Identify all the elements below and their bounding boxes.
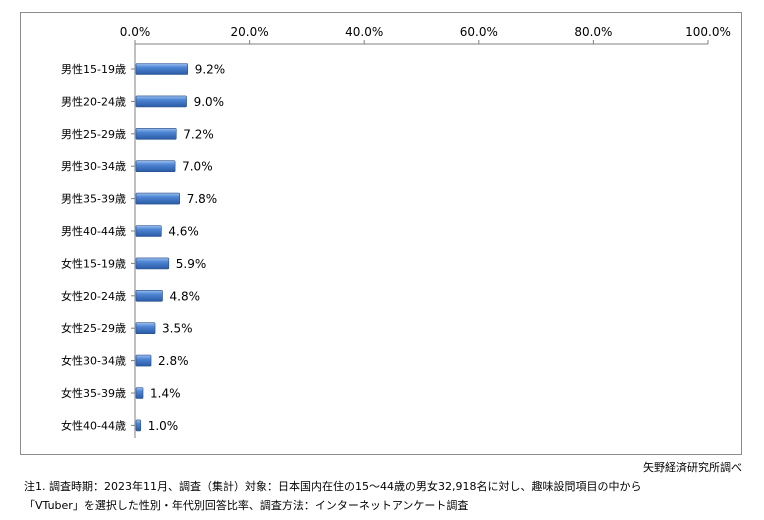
data-label: 7.0%: [182, 160, 213, 174]
x-tick-label: 20.0%: [231, 25, 269, 39]
source-note: 矢野経済研究所調べ: [643, 461, 742, 474]
bar: [135, 354, 152, 367]
category-label: 女性20-24歳: [61, 289, 126, 303]
x-tick-label: 80.0%: [574, 25, 612, 39]
bar: [135, 387, 144, 399]
category-label: 男性35-39歳: [61, 192, 126, 206]
bar-chart: 0.0% 20.0% 40.0% 60.0% 80.0% 100.0% 男性15-19歳男性…: [61, 25, 731, 438]
category-label: 女性15-19歳: [61, 256, 126, 270]
bar: [135, 225, 162, 237]
x-tick-label: 100.0%: [685, 25, 731, 39]
category-label: 男性30-34歳: [61, 159, 126, 173]
bar: [135, 63, 189, 75]
survey-note-line-2: 「VTuber」を選択した性別・年代別回答比率、調査方法：インターネットアンケー…: [24, 499, 469, 512]
bar: [135, 257, 170, 270]
data-label: 7.8%: [187, 192, 218, 206]
data-label: 9.2%: [195, 63, 226, 77]
data-label: 4.8%: [170, 289, 201, 303]
x-tick-label: 40.0%: [345, 25, 383, 39]
bar: [135, 322, 156, 335]
data-label: 4.6%: [168, 225, 199, 239]
bar: [135, 128, 177, 140]
data-label: 9.0%: [194, 95, 225, 109]
category-label: 女性25-29歳: [61, 321, 126, 335]
x-tick-label: 0.0%: [120, 25, 151, 39]
chart-frame: 0.0% 20.0% 40.0% 60.0% 80.0% 100.0% 男性15-19歳 男性…: [20, 12, 742, 455]
bar: [135, 192, 180, 205]
data-label: 2.8%: [158, 354, 189, 368]
survey-note-line-1: 注1. 調査時期：2023年11月、調査（集計）対象：日本国内在住の15～44歳…: [24, 480, 642, 493]
bar: [135, 289, 163, 302]
bar: [135, 419, 142, 432]
category-label: 男性15-19歳: [61, 62, 126, 76]
category-label: 男性25-29歳: [61, 127, 126, 141]
bar: [135, 160, 176, 172]
category-label: 女性40-44歳: [61, 418, 126, 432]
bar: [135, 95, 187, 108]
category-label: 女性30-34歳: [61, 354, 126, 368]
data-label: 1.0%: [148, 419, 179, 433]
data-label: 7.2%: [183, 127, 214, 141]
data-label: 5.9%: [176, 257, 207, 271]
data-label: 3.5%: [162, 322, 193, 336]
category-label: 男性40-44歳: [61, 224, 126, 238]
category-label: 女性35-39歳: [61, 386, 126, 400]
data-label: 1.4%: [150, 387, 181, 401]
x-tick-label: 60.0%: [460, 25, 498, 39]
category-label: 男性20-24歳: [61, 94, 126, 108]
